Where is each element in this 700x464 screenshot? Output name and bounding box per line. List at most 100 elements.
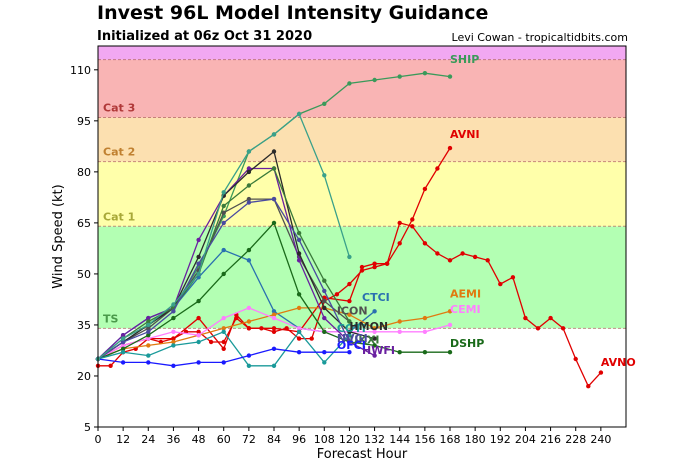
data-point <box>271 312 277 317</box>
x-tick-label: 24 <box>141 433 155 446</box>
data-point <box>221 315 226 321</box>
series-label-ctci: CTCI <box>362 291 390 304</box>
data-point <box>435 166 440 171</box>
data-point <box>296 305 302 311</box>
series-label-aemi: AEMI <box>450 288 481 301</box>
data-point <box>535 326 541 331</box>
data-point <box>296 237 302 243</box>
series-label-ofci: OFCI <box>337 339 366 352</box>
data-point <box>196 298 201 304</box>
data-point <box>271 326 277 331</box>
data-point <box>221 271 226 277</box>
x-axis-label: Forecast Hour <box>317 447 408 462</box>
data-point <box>271 132 277 137</box>
data-point <box>171 339 176 345</box>
series-ukxi <box>95 166 352 362</box>
data-point <box>372 261 377 266</box>
series-label-avni: AVNI <box>450 128 480 141</box>
data-point <box>347 319 352 324</box>
data-point <box>196 237 201 243</box>
data-point <box>120 339 126 345</box>
data-point <box>296 329 302 334</box>
x-tick-label: 108 <box>314 433 335 446</box>
data-point <box>447 74 453 79</box>
data-point <box>271 149 277 154</box>
data-point <box>246 247 252 253</box>
data-point <box>586 384 591 389</box>
data-point <box>146 315 151 321</box>
y-tick-label: 65 <box>77 217 91 230</box>
y-tick-label: 80 <box>77 166 91 179</box>
data-point <box>422 241 428 246</box>
x-tick-label: 0 <box>95 433 102 446</box>
x-tick-label: 72 <box>242 433 256 446</box>
data-point <box>334 292 340 297</box>
data-point <box>246 169 252 175</box>
band-label-cat-3: Cat 3 <box>103 101 135 114</box>
data-point <box>460 251 465 256</box>
data-point <box>510 275 516 280</box>
data-point <box>120 360 126 365</box>
plot-frame <box>97 45 627 428</box>
x-tick-label: 228 <box>565 433 586 446</box>
x-tick-label: 48 <box>192 433 206 446</box>
data-point <box>322 305 327 311</box>
data-point <box>372 309 377 314</box>
data-point <box>397 241 402 246</box>
data-point <box>120 336 126 341</box>
data-point <box>246 183 252 188</box>
data-point <box>171 343 176 348</box>
data-point <box>296 326 302 331</box>
band-label-ts: TS <box>103 312 119 325</box>
data-point <box>108 363 113 368</box>
series-label-nvgi: NVGI <box>337 332 368 345</box>
band-label-cat-2: Cat 2 <box>103 146 135 159</box>
data-point <box>410 224 415 229</box>
series-label-cemi: CEMI <box>450 303 481 316</box>
data-point <box>372 326 377 331</box>
x-tick-label: 36 <box>166 433 180 446</box>
y-tick-label: 95 <box>77 115 91 128</box>
data-point <box>171 336 176 341</box>
data-point <box>221 190 226 195</box>
series-label-avno: AVNO <box>601 356 636 369</box>
data-point <box>271 329 277 334</box>
series-layer <box>95 71 604 389</box>
data-point <box>322 101 327 107</box>
data-point <box>322 315 327 321</box>
band-fill-0 <box>98 328 626 427</box>
y-axis-label: Wind Speed (kt) <box>51 184 66 288</box>
band-ts <box>98 226 626 329</box>
data-point <box>271 346 277 351</box>
data-point <box>523 315 528 321</box>
data-point <box>246 200 252 205</box>
data-point <box>472 254 478 260</box>
data-point <box>347 281 352 287</box>
data-point <box>196 261 201 266</box>
chart-credit: Levi Cowan - tropicaltidbits.com <box>451 31 628 44</box>
data-point <box>347 254 352 260</box>
x-tick-label: 168 <box>440 433 461 446</box>
data-point <box>221 329 226 334</box>
data-point <box>397 319 402 324</box>
data-point <box>221 247 226 253</box>
band-label-cat-1: Cat 1 <box>103 210 135 223</box>
x-tick-label: 96 <box>292 433 306 446</box>
data-point <box>196 271 201 277</box>
x-tick-label: 180 <box>465 433 486 446</box>
series-line-hwfi <box>97 167 375 360</box>
data-point <box>120 333 126 338</box>
series-unlabeled-14 <box>95 111 352 362</box>
data-point <box>560 326 566 331</box>
data-point <box>384 261 390 266</box>
data-point <box>120 350 126 355</box>
x-tick-label: 84 <box>267 433 281 446</box>
data-point <box>322 329 327 334</box>
data-point <box>296 230 302 236</box>
y-tick-label: 110 <box>70 64 91 77</box>
data-point <box>296 258 302 263</box>
data-point <box>296 111 302 117</box>
axes: 0 12 24 36 48 60 72 84 96 108 120 132 144 156 168 180 19… <box>51 45 627 462</box>
data-point <box>196 254 201 260</box>
data-point <box>422 315 428 321</box>
